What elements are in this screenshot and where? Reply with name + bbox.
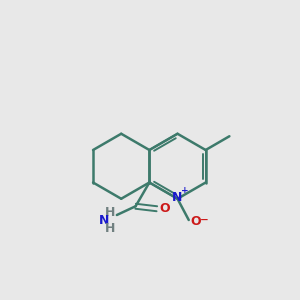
Text: N: N [99, 214, 109, 227]
Text: O: O [159, 202, 170, 215]
Text: H: H [105, 206, 115, 218]
Text: N: N [172, 191, 183, 204]
Text: O: O [190, 215, 201, 228]
Text: −: − [200, 215, 208, 225]
Text: +: + [181, 186, 189, 195]
Text: H: H [105, 221, 115, 235]
